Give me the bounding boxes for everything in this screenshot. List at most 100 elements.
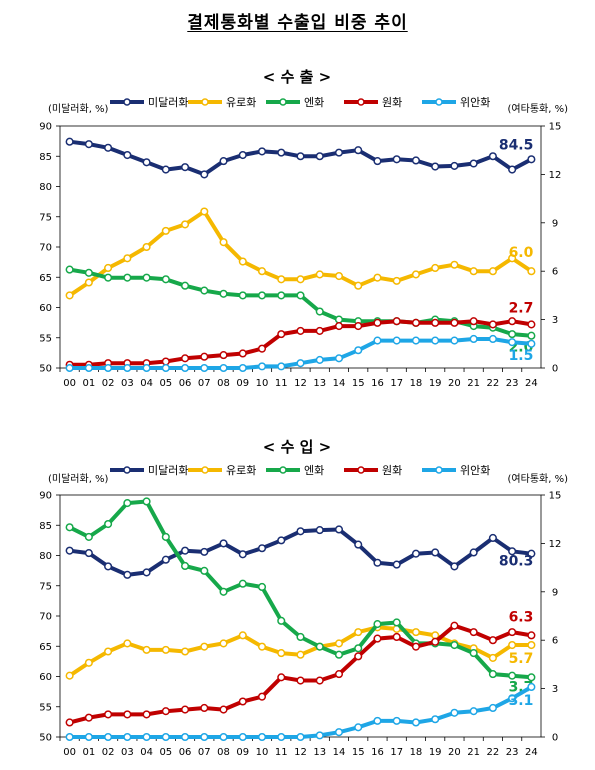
data-point	[181, 281, 190, 290]
data-point	[373, 620, 382, 629]
data-point	[315, 152, 324, 161]
data-point	[469, 548, 478, 557]
data-point	[488, 267, 497, 276]
series-0	[65, 137, 536, 179]
data-point	[296, 527, 305, 536]
data-point	[123, 273, 132, 282]
x-tick-label: 00	[63, 378, 76, 389]
data-point	[354, 146, 363, 155]
data-point	[373, 558, 382, 567]
right-tick-label: 0	[552, 733, 558, 744]
data-point	[334, 650, 344, 659]
data-point	[354, 644, 363, 653]
data-point	[219, 351, 228, 360]
data-point	[411, 156, 420, 165]
data-point	[527, 331, 536, 340]
data-point	[200, 363, 209, 373]
data-point	[354, 346, 363, 355]
x-tick-label: 15	[352, 747, 365, 758]
end-value-label: 5.7	[509, 651, 534, 667]
data-point	[104, 562, 113, 571]
data-point	[238, 349, 247, 358]
x-tick-label: 14	[333, 378, 346, 389]
chart-title: < 수 입 >	[263, 438, 331, 456]
data-point	[508, 338, 517, 347]
data-point	[84, 278, 93, 287]
x-tick-label: 19	[429, 378, 442, 389]
data-point	[65, 291, 74, 300]
data-point	[181, 354, 190, 363]
x-tick-label: 24	[525, 378, 538, 389]
x-tick-label: 24	[525, 747, 538, 758]
chart-title: < 수 출 >	[263, 68, 331, 86]
data-point	[277, 616, 286, 625]
data-point	[142, 158, 151, 167]
data-point	[508, 317, 517, 326]
data-point	[392, 317, 401, 326]
data-point	[296, 275, 305, 284]
x-tick-label: 16	[371, 378, 384, 389]
data-point	[411, 549, 420, 558]
data-point	[200, 286, 209, 295]
data-point	[392, 155, 401, 164]
x-tick-label: 05	[159, 378, 172, 389]
data-point	[161, 707, 170, 716]
x-tick-label: 07	[198, 747, 211, 758]
data-point	[142, 645, 151, 654]
data-point	[488, 334, 497, 344]
data-point	[296, 152, 305, 161]
data-point	[527, 673, 536, 682]
data-point	[354, 540, 363, 549]
data-point	[527, 640, 536, 650]
data-point	[219, 705, 228, 714]
data-point	[257, 732, 267, 742]
data-point	[219, 587, 228, 596]
left-tick-label: 90	[39, 122, 52, 133]
data-point	[219, 639, 228, 648]
series-1	[65, 623, 536, 680]
data-point	[431, 162, 440, 171]
data-point	[315, 676, 324, 685]
data-point	[488, 670, 497, 679]
legend-entry: 위안화	[460, 96, 490, 109]
data-point	[296, 676, 305, 685]
data-point	[123, 710, 132, 719]
data-point	[257, 291, 267, 300]
right-tick-label: 0	[552, 364, 558, 375]
data-point	[411, 336, 420, 345]
x-tick-label: 02	[102, 747, 115, 758]
left-tick-label: 65	[39, 642, 52, 653]
data-point	[354, 322, 363, 331]
data-point	[257, 692, 267, 701]
data-point	[508, 547, 517, 556]
x-tick-label: 08	[217, 378, 230, 389]
data-point	[373, 273, 382, 282]
data-point	[123, 150, 132, 160]
data-point	[277, 362, 286, 371]
data-point	[181, 363, 190, 373]
x-tick-label: 22	[487, 378, 500, 389]
data-point	[354, 652, 363, 661]
export-chart: < 수 출 > (미달러화, %) (여타통화, %) 미달러화 유로화 엔화 원화 위안화 5…	[39, 68, 568, 389]
import-chart: < 수 입 > (미달러화, %) (여타통화, %) 미달러화 유로화 엔화 원화 위안화 5…	[39, 438, 568, 758]
data-point	[508, 671, 517, 680]
x-tick-label: 06	[179, 747, 192, 758]
series-3	[65, 621, 536, 727]
data-point	[469, 707, 478, 716]
data-point	[257, 362, 267, 371]
right-tick-label: 6	[552, 267, 558, 278]
data-point	[392, 560, 401, 569]
data-point	[181, 220, 190, 229]
legend-marker	[357, 98, 365, 106]
data-point	[238, 697, 247, 706]
data-point	[315, 307, 324, 316]
x-tick-label: 22	[487, 747, 500, 758]
x-tick-label: 12	[294, 378, 307, 389]
data-point	[257, 267, 267, 276]
end-value-label: 80.3	[499, 554, 534, 570]
data-point	[527, 631, 536, 640]
left-tick-label: 75	[39, 581, 52, 592]
end-value-label: 84.5	[499, 137, 534, 153]
end-value-label: 1.5	[509, 348, 534, 364]
data-point	[277, 732, 286, 742]
